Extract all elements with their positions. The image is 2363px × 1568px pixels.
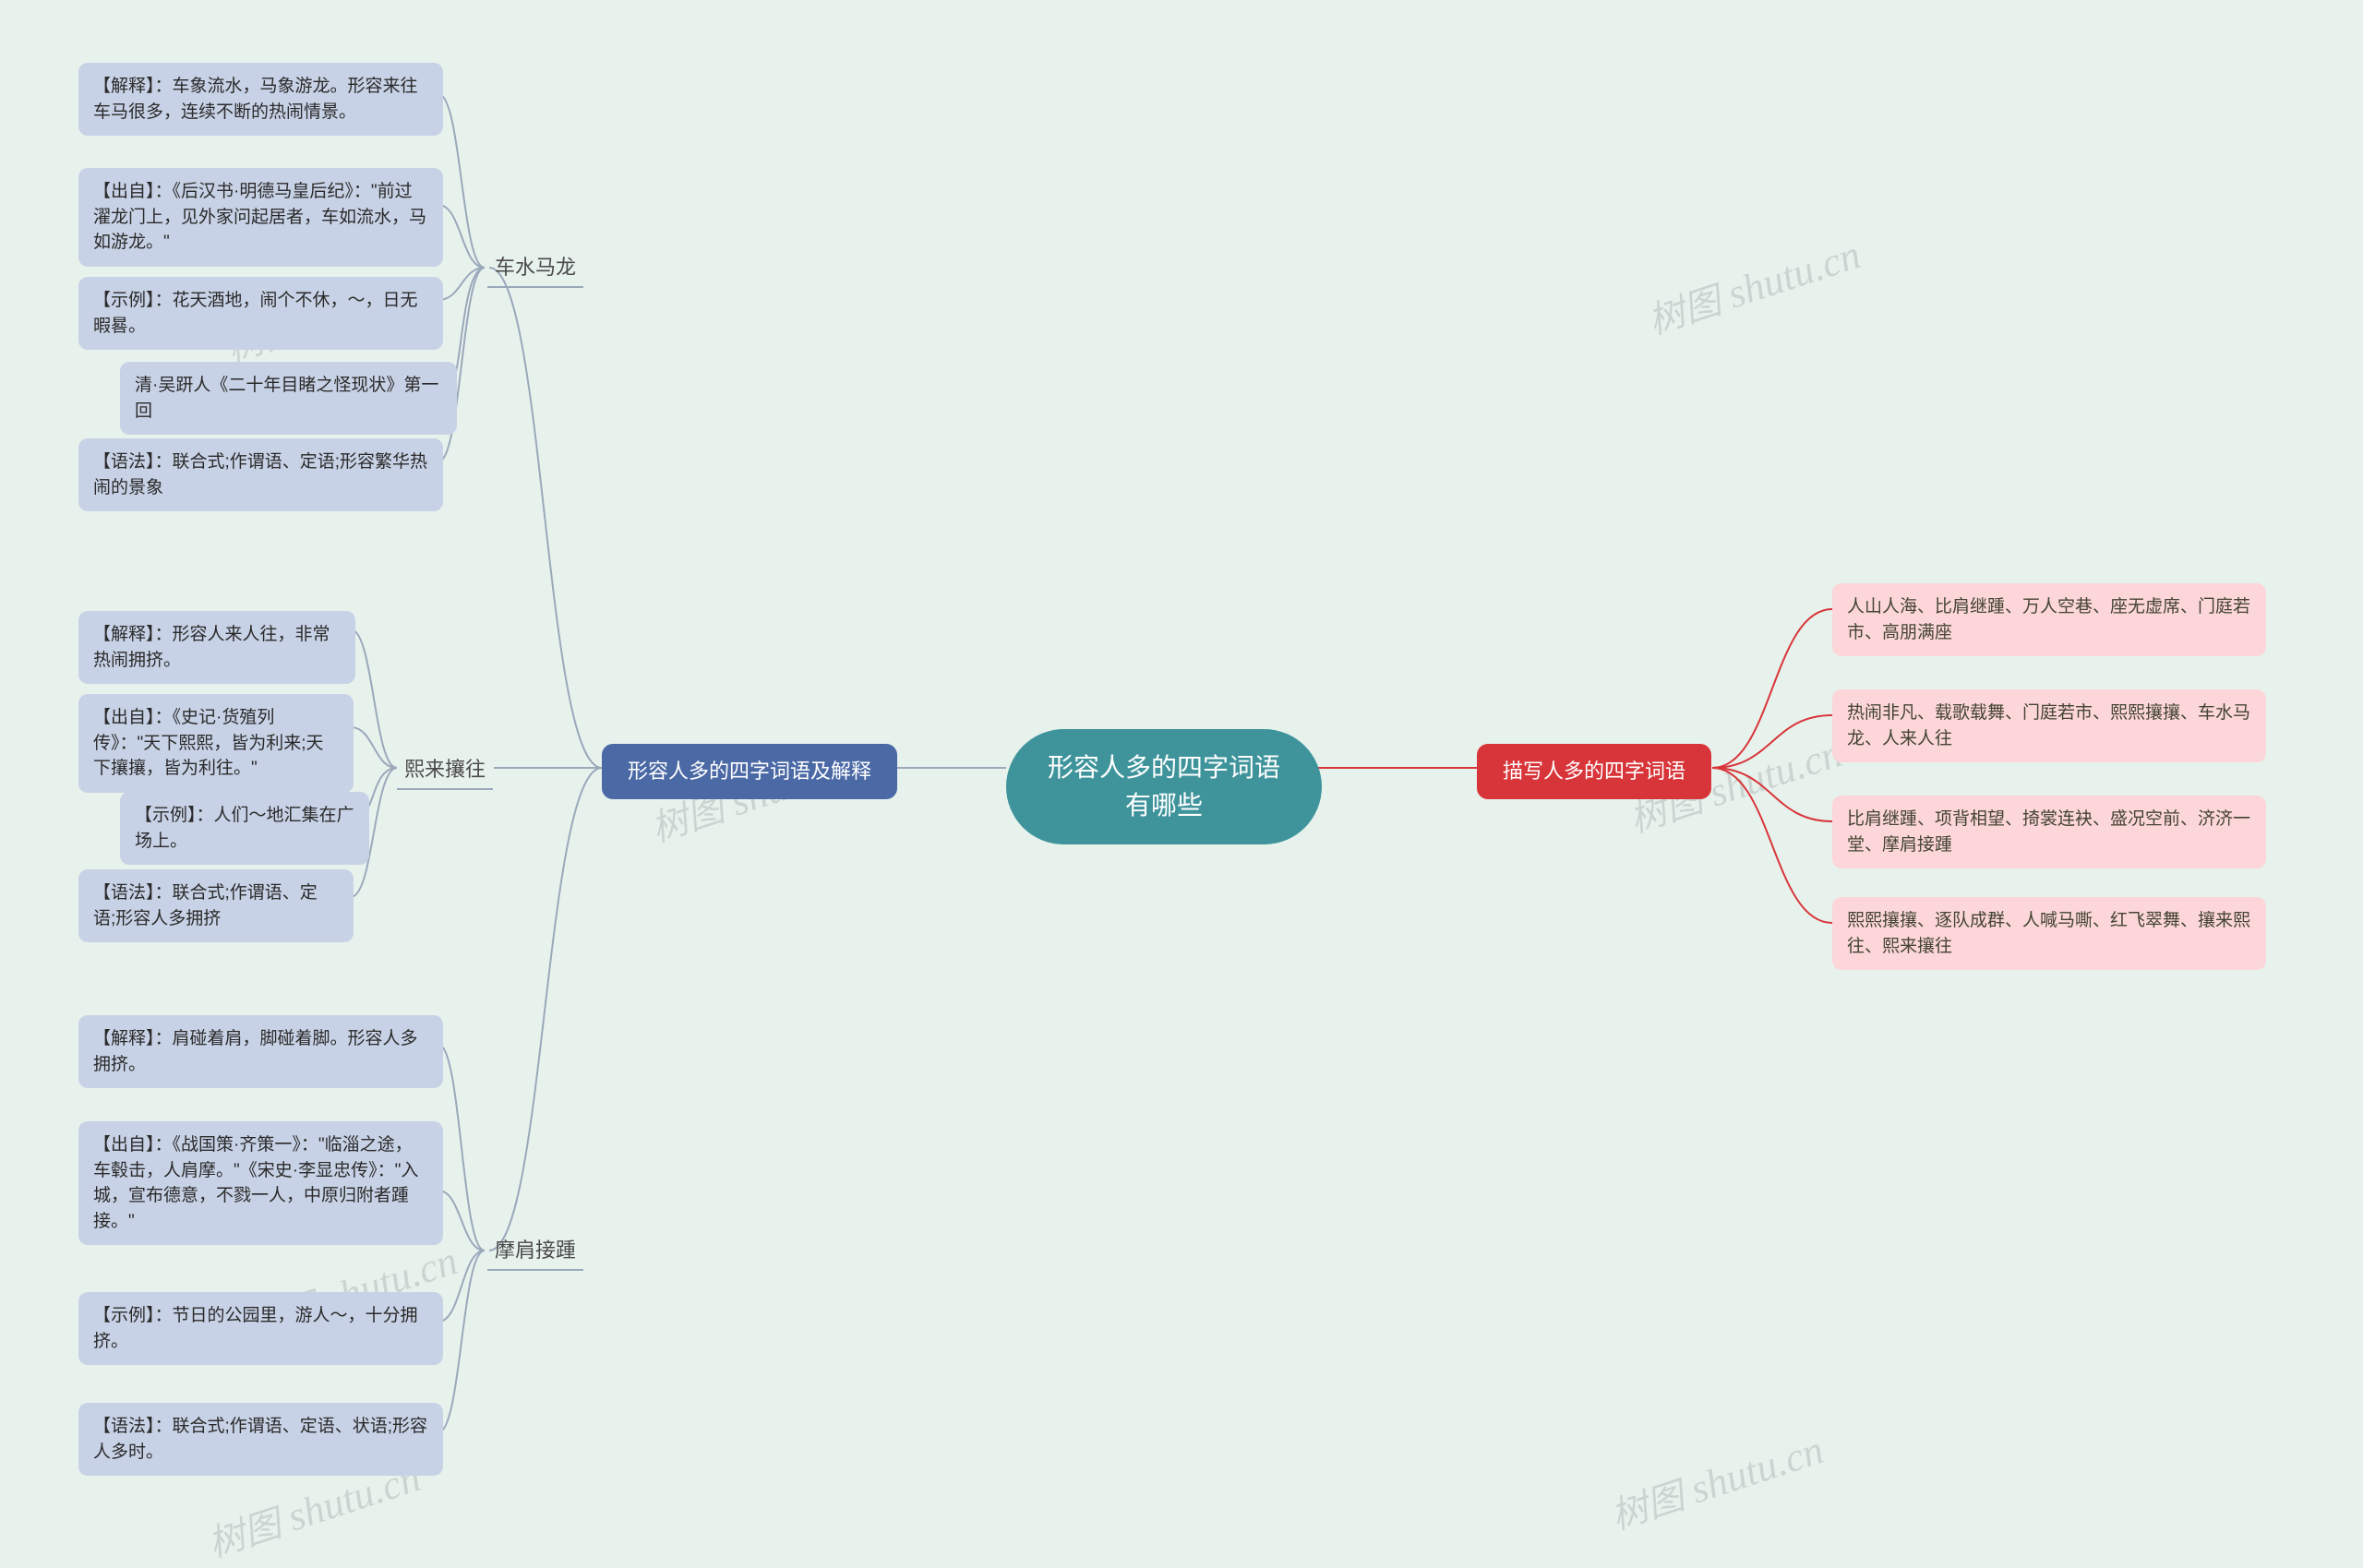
sub-branch-3: 摩肩接踵 [487, 1232, 583, 1271]
blue-leaf: 【解释】：形容人来人往，非常热闹拥挤。 [78, 611, 355, 684]
blue-leaf: 【语法】：联合式;作谓语、定语、状语;形容人多时。 [78, 1403, 443, 1476]
left-branch-node: 形容人多的四字词语及解释 [602, 744, 897, 799]
blue-leaf: 【解释】：肩碰着肩，脚碰着脚。形容人多拥挤。 [78, 1015, 443, 1088]
watermark: 树图 shutu.cn [1603, 1421, 1829, 1540]
blue-leaf: 【示例】：节日的公园里，游人～，十分拥挤。 [78, 1292, 443, 1365]
blue-leaf: 【解释】：车象流水，马象游龙。形容来往车马很多，连续不断的热闹情景。 [78, 63, 443, 136]
pink-leaf: 人山人海、比肩继踵、万人空巷、座无虚席、门庭若市、高朋满座 [1832, 583, 2266, 656]
blue-leaf: 【语法】：联合式;作谓语、定语;形容人多拥挤 [78, 869, 354, 942]
sub-branch-1: 车水马龙 [487, 249, 583, 288]
pink-leaf: 热闹非凡、载歌载舞、门庭若市、熙熙攘攘、车水马龙、人来人往 [1832, 689, 2266, 762]
blue-leaf: 【出自】：《战国策·齐策一》："临淄之途，车毂击，人肩摩。"《宋史·李显忠传》：… [78, 1121, 443, 1245]
mindmap-canvas: 树图 shutu.cn 树图 shutu.cn 树图 shutu.cn 树图 s… [0, 0, 2363, 1537]
pink-leaf: 熙熙攘攘、逐队成群、人喊马嘶、红飞翠舞、攘来熙往、熙来攘往 [1832, 897, 2266, 970]
sub-branch-2: 熙来攘往 [397, 751, 493, 790]
blue-leaf: 【出自】：《史记·货殖列传》："天下熙熙，皆为利来;天下攘攘，皆为利往。" [78, 694, 354, 793]
pink-leaf: 比肩继踵、项背相望、掎裳连袂、盛况空前、济济一堂、摩肩接踵 [1832, 796, 2266, 868]
right-branch-label: 描写人多的四字词语 [1503, 760, 1685, 783]
blue-leaf: 【出自】：《后汉书·明德马皇后纪》："前过濯龙门上，见外家问起居者，车如流水，马… [78, 168, 443, 267]
blue-leaf: 清·吴趼人《二十年目睹之怪现状》第一回 [120, 362, 457, 435]
left-branch-label: 形容人多的四字词语及解释 [628, 760, 871, 783]
watermark: 树图 shutu.cn [1640, 226, 1866, 345]
blue-leaf: 【示例】：花天酒地，闹个不休，～，日无暇晷。 [78, 277, 443, 350]
right-branch-node: 描写人多的四字词语 [1477, 744, 1711, 799]
blue-leaf: 【语法】：联合式;作谓语、定语;形容繁华热闹的景象 [78, 438, 443, 511]
blue-leaf: 【示例】：人们～地汇集在广场上。 [120, 792, 369, 865]
center-label: 形容人多的四字词语有哪些 [1048, 753, 1280, 820]
center-node: 形容人多的四字词语有哪些 [1006, 729, 1322, 844]
